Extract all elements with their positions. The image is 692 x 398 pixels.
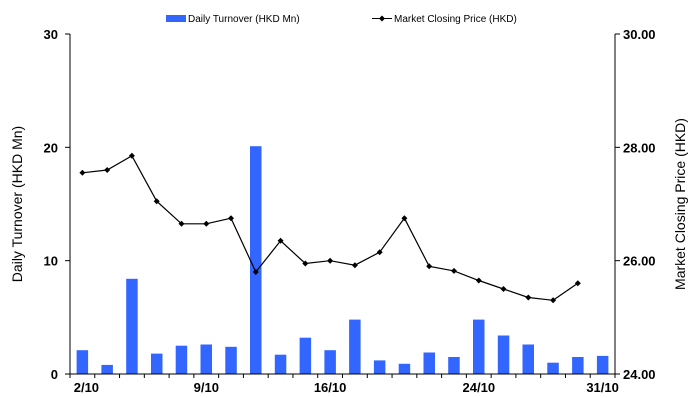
price-point: [426, 263, 433, 270]
right-tick-label: 26.00: [623, 254, 656, 269]
legend-line-label: Market Closing Price (HKD): [394, 14, 517, 25]
bar: [596, 355, 609, 374]
bar: [522, 344, 534, 374]
right-axis-ticks: 24.00 26.00 28.00 30.00: [615, 27, 656, 382]
right-tick-label: 30.00: [623, 27, 656, 42]
legend-line-marker: [379, 15, 385, 22]
bar: [101, 364, 113, 374]
bar: [572, 357, 584, 374]
price-point: [351, 262, 358, 269]
right-tick-label: 28.00: [623, 140, 656, 155]
bar: [175, 345, 188, 374]
x-tick-label: 31/10: [586, 380, 619, 395]
bar: [448, 357, 460, 374]
price-point: [79, 169, 86, 176]
bar: [126, 278, 138, 374]
bar: [473, 319, 485, 374]
left-tick-label: 0: [51, 367, 58, 382]
left-tick-label: 20: [44, 140, 58, 155]
price-point: [302, 260, 309, 267]
bar: [373, 360, 386, 374]
price-point: [153, 198, 160, 205]
bar: [200, 344, 212, 374]
bar: [299, 337, 312, 374]
plot-frame: [69, 34, 616, 375]
line-series: [79, 152, 581, 304]
x-axis-ticks: 2/10 9/10 16/10 24/10 31/10: [69, 374, 619, 395]
legend-bar-label: Daily Turnover (HKD Mn): [188, 14, 300, 25]
bar: [151, 353, 163, 374]
price-point: [128, 152, 135, 159]
price-point: [228, 215, 234, 222]
left-tick-label: 30: [44, 27, 58, 42]
price-point: [550, 297, 557, 304]
price-point: [327, 257, 334, 264]
price-point: [104, 167, 111, 173]
bar: [225, 346, 237, 374]
bar: [398, 363, 411, 374]
price-point: [500, 286, 507, 292]
bar: [76, 350, 89, 374]
right-tick-label: 24.00: [623, 367, 656, 382]
x-tick-label: 24/10: [463, 380, 496, 395]
price-point: [401, 215, 408, 222]
bar: [324, 350, 336, 374]
bar: [274, 354, 287, 374]
bar: [547, 362, 559, 374]
price-point: [376, 249, 383, 256]
legend: Daily Turnover (HKD Mn) Market Closing P…: [166, 14, 517, 25]
bar: [423, 352, 435, 374]
price-point: [277, 237, 284, 244]
left-axis-ticks: 0 10 20 30: [44, 27, 70, 382]
bar-series: [76, 146, 609, 374]
price-point: [525, 294, 532, 301]
legend-bar-swatch: [166, 15, 186, 22]
x-tick-label: 9/10: [194, 380, 219, 395]
left-axis-title: Daily Turnover (HKD Mn): [9, 126, 25, 282]
bar: [497, 335, 510, 374]
left-tick-label: 10: [44, 254, 58, 269]
price-point: [203, 220, 210, 227]
price-point: [451, 267, 457, 274]
price-line: [82, 154, 579, 301]
price-point: [574, 280, 581, 287]
price-point: [178, 220, 185, 227]
right-axis-title: Market Closing Price (HKD): [672, 118, 688, 290]
bar: [349, 319, 361, 374]
x-tick-label: 16/10: [314, 380, 347, 395]
bar: [250, 146, 262, 374]
price-point: [475, 277, 482, 284]
price-point: [252, 269, 259, 275]
x-tick-label: 2/10: [74, 380, 99, 395]
